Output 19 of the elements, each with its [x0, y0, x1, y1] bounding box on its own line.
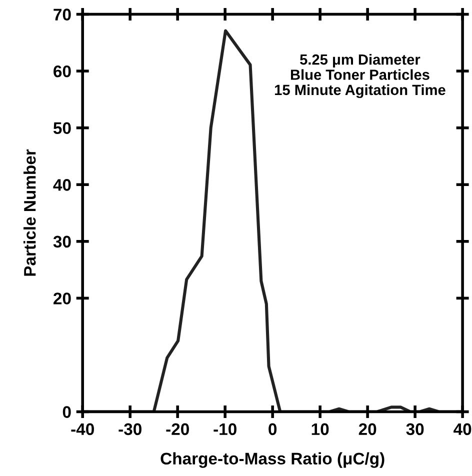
y-tick-label: 20 — [54, 292, 71, 304]
y-tick-label: 60 — [54, 65, 71, 78]
x-axis-title: Charge-to-Mass Ratio (μC/g) — [160, 452, 384, 468]
annotation: 5.25 μm Diameter Blue Toner Particles 15 Minute Agitation Time — [275, 54, 446, 98]
x-tick-label: 30 — [406, 423, 424, 436]
y-tick-label: 0 — [62, 406, 71, 418]
x-tick-label: 40 — [454, 423, 472, 436]
y-tick-label: 30 — [53, 236, 71, 248]
x-tick-label: -20 — [166, 423, 189, 436]
y-axis-title: Particle Number — [24, 149, 36, 276]
y-tick-label: 70 — [54, 8, 71, 20]
x-tick-label: 0 — [268, 423, 277, 436]
x-tick-label: 20 — [358, 423, 376, 436]
y-tick-label: 40 — [53, 179, 71, 191]
x-tick-label: 10 — [312, 423, 329, 436]
x-tick-label: -40 — [71, 423, 94, 436]
y-tick-label: 50 — [53, 122, 71, 134]
x-tick-label: -10 — [214, 423, 236, 436]
x-tick-label: -30 — [118, 423, 142, 436]
